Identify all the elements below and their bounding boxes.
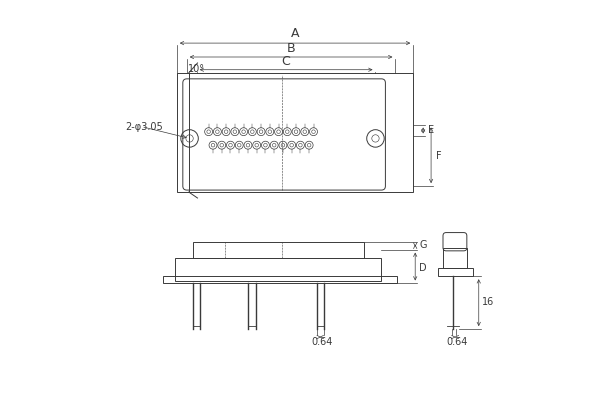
Bar: [163, 276, 397, 284]
Text: B: B: [287, 42, 295, 55]
Bar: [438, 268, 473, 276]
Bar: [175, 258, 382, 282]
Text: 2-φ3.05: 2-φ3.05: [125, 122, 163, 132]
Text: D: D: [419, 262, 427, 272]
Text: 0.64: 0.64: [446, 337, 467, 347]
Bar: [443, 248, 467, 268]
Text: F: F: [436, 150, 442, 160]
Text: 16: 16: [482, 298, 494, 308]
Text: 10°: 10°: [188, 64, 205, 74]
Bar: [193, 242, 364, 258]
Text: 0.64: 0.64: [311, 337, 332, 347]
Text: C: C: [282, 55, 290, 68]
Text: A: A: [290, 28, 299, 40]
Bar: [177, 73, 413, 192]
Text: E: E: [428, 126, 434, 136]
Text: G: G: [419, 240, 427, 250]
